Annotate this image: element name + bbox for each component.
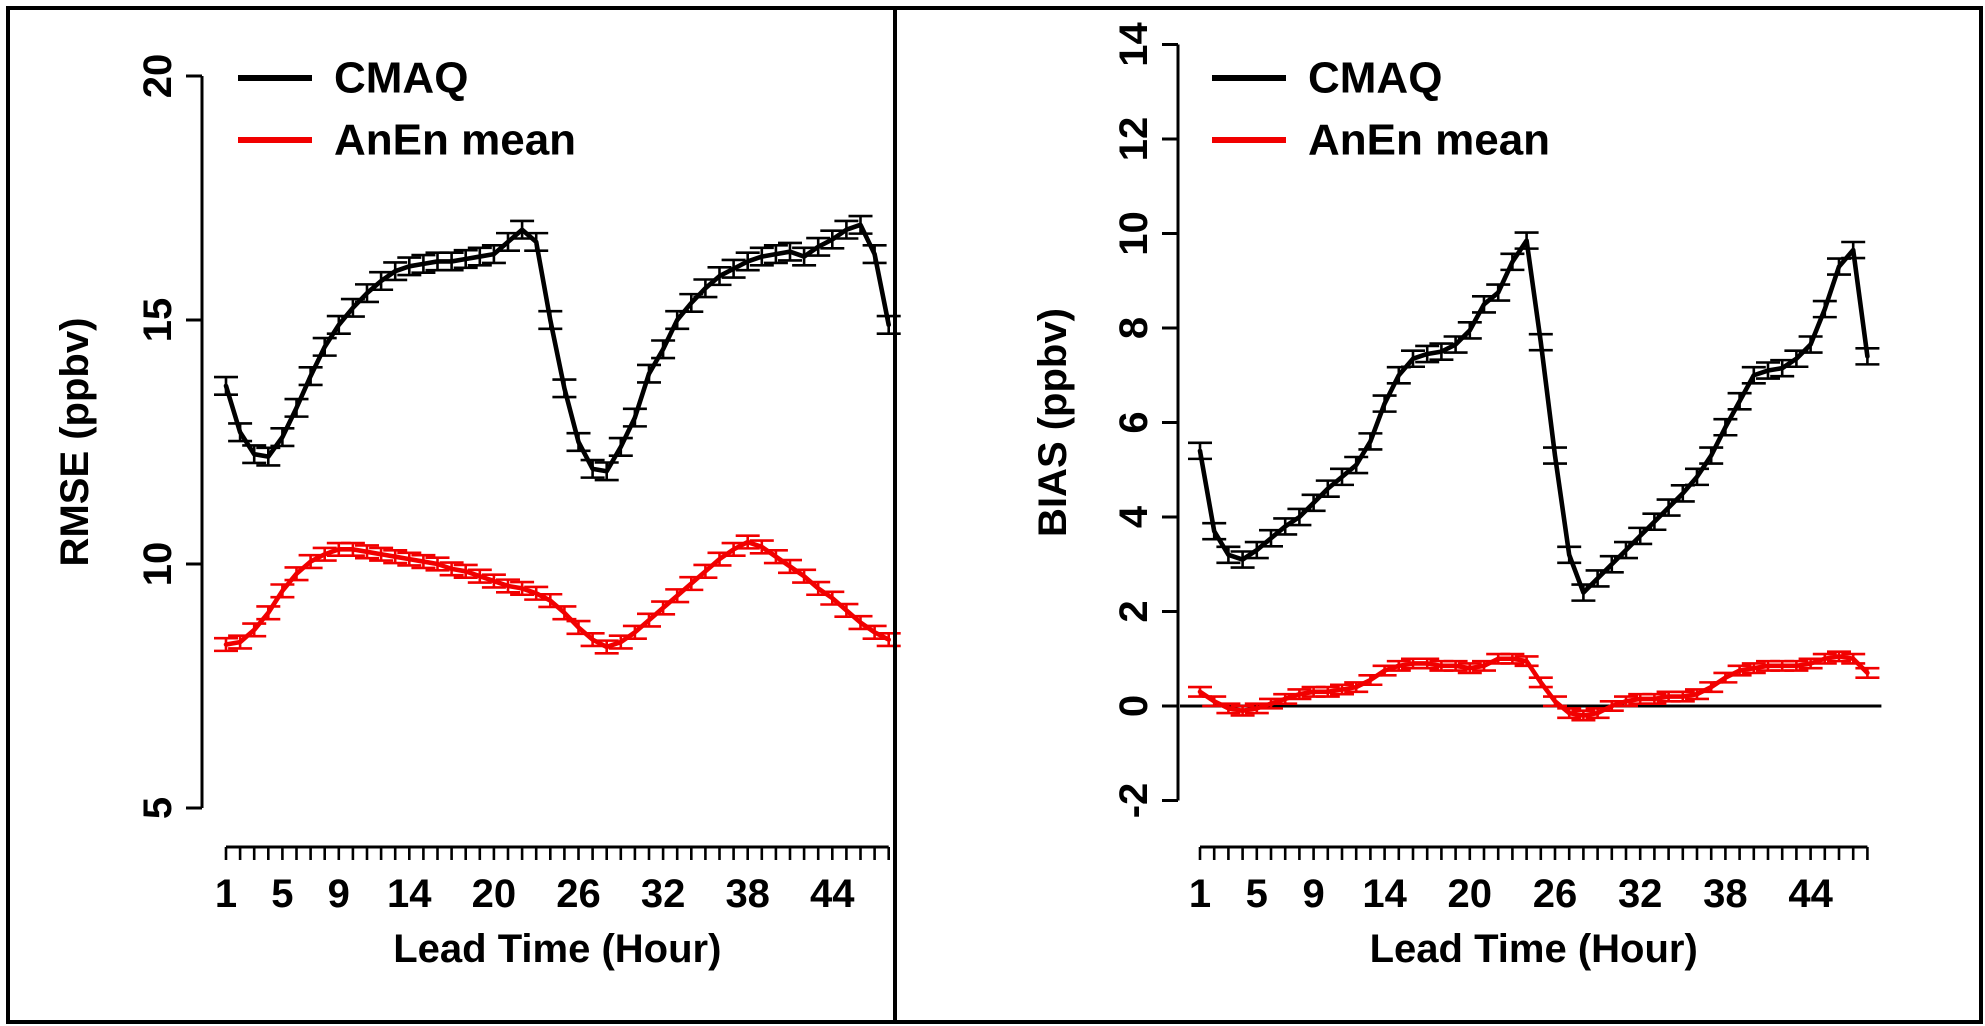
y-tick-label: 8 <box>1112 317 1156 339</box>
x-tick-label: 5 <box>271 872 293 916</box>
series-cmaq <box>1188 231 1880 602</box>
x-tick-label: 38 <box>725 872 770 916</box>
x-tick-label: 14 <box>1362 872 1407 916</box>
series-cmaq <box>214 214 901 482</box>
x-tick-label: 9 <box>1302 872 1324 916</box>
x-tick-label: 44 <box>810 872 855 916</box>
legend-label-anen-mean: AnEn mean <box>1308 116 1550 165</box>
series-line-cmaq <box>1197 238 1870 595</box>
y-tick-label: 4 <box>1112 505 1156 528</box>
series-line-anen-mean <box>1197 654 1870 718</box>
x-tick-label: 26 <box>556 872 601 916</box>
x-tick-label: 14 <box>387 872 432 916</box>
x-tick-label: 32 <box>641 872 686 916</box>
y-tick-label: 20 <box>136 54 180 99</box>
legend-label-anen-mean: AnEn mean <box>334 116 576 165</box>
y-tick-label: 0 <box>1112 695 1156 717</box>
x-tick-label: 44 <box>1788 872 1833 916</box>
y-tick-label: 5 <box>136 797 180 819</box>
y-axis: 5 10 15 20 <box>136 54 204 819</box>
legend-label-cmaq: CMAQ <box>1308 54 1442 103</box>
y-tick-label: 2 <box>1112 600 1156 622</box>
series-anen-mean <box>214 534 901 655</box>
y-tick-label: 10 <box>136 542 180 587</box>
series-anen-mean <box>1188 650 1880 722</box>
y-tick-label: 14 <box>1112 22 1156 67</box>
y-axis-title: RMSE (ppbv) <box>53 318 97 567</box>
x-axis-title: Lead Time (Hour) <box>1370 927 1698 971</box>
y-tick-label: 10 <box>1112 211 1156 256</box>
y-axis-title: BIAS (ppbv) <box>1031 308 1075 537</box>
x-tick-label: 32 <box>1618 872 1663 916</box>
y-tick-label: 12 <box>1112 117 1156 162</box>
x-tick-label: 1 <box>215 872 237 916</box>
y-tick-label: 6 <box>1112 411 1156 433</box>
x-axis-title: Lead Time (Hour) <box>393 927 721 971</box>
x-tick-label: 26 <box>1533 872 1578 916</box>
x-axis: 1 5 9 14 20 26 32 38 44 <box>215 845 891 916</box>
x-tick-label: 20 <box>1448 872 1493 916</box>
x-tick-label: 38 <box>1703 872 1748 916</box>
y-axis: -2 0 2 4 6 8 10 12 14 <box>1112 22 1180 819</box>
y-tick-label: -2 <box>1112 783 1156 819</box>
legend: CMAQ AnEn mean <box>238 54 576 165</box>
y-tick-label: 15 <box>136 298 180 343</box>
x-tick-label: 9 <box>328 872 350 916</box>
legend: CMAQ AnEn mean <box>1212 54 1550 165</box>
legend-label-cmaq: CMAQ <box>334 54 468 103</box>
series-line-cmaq <box>223 222 892 474</box>
x-tick-label: 5 <box>1246 872 1268 916</box>
bias-panel: -2 0 2 4 6 8 10 12 14 1 5 9 14 20 26 32 38 44 Lead Time (H… <box>1031 22 1882 971</box>
series-line-anen-mean <box>223 539 892 650</box>
x-tick-label: 1 <box>1189 872 1211 916</box>
panel-divider <box>893 6 897 1020</box>
x-axis: 1 5 9 14 20 26 32 38 44 <box>1189 845 1869 916</box>
x-tick-label: 20 <box>472 872 517 916</box>
